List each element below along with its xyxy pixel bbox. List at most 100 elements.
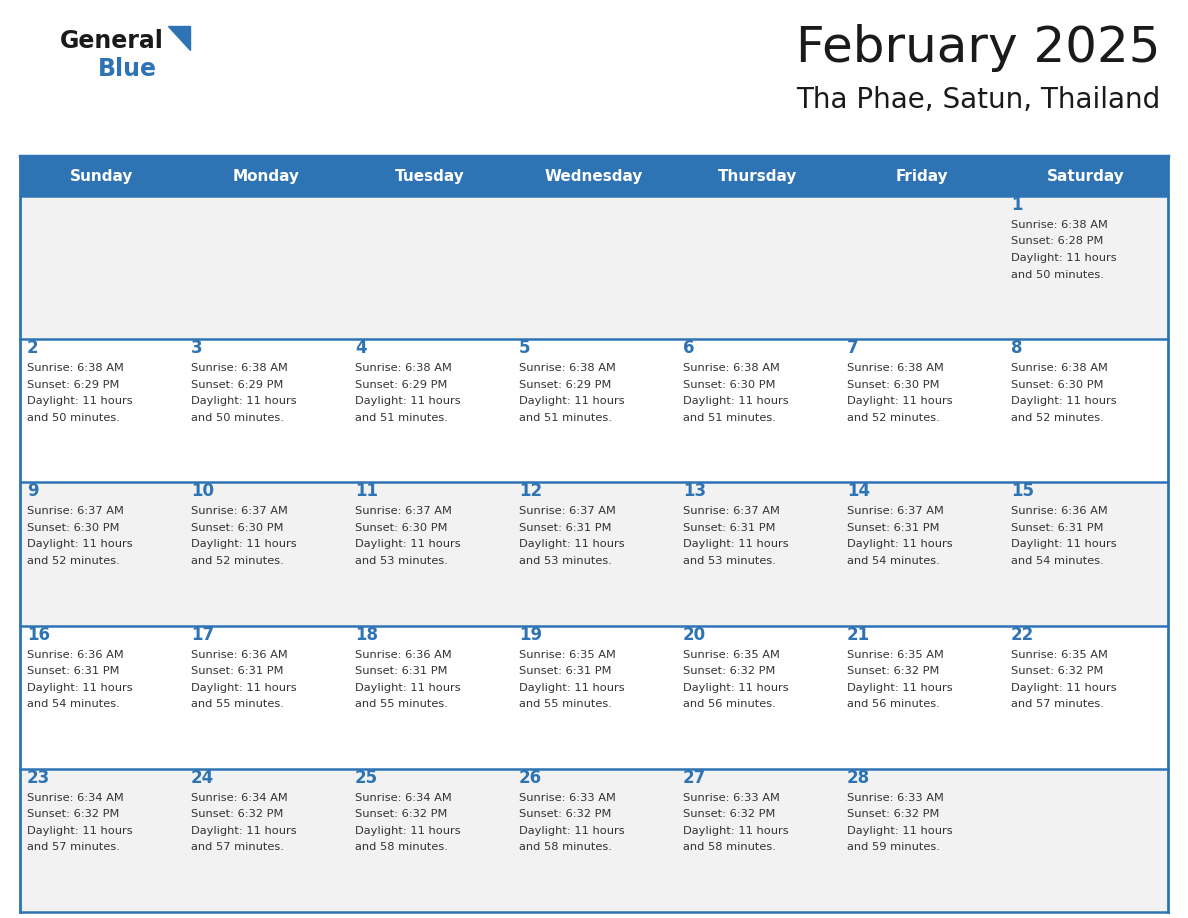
Bar bbox=[20, 339, 184, 482]
Text: 21: 21 bbox=[847, 625, 870, 644]
Text: Sunset: 6:29 PM: Sunset: 6:29 PM bbox=[519, 380, 612, 390]
Text: Daylight: 11 hours: Daylight: 11 hours bbox=[1011, 253, 1117, 263]
Text: Sunrise: 6:37 AM: Sunrise: 6:37 AM bbox=[27, 507, 124, 517]
Text: 13: 13 bbox=[683, 482, 706, 500]
Text: 28: 28 bbox=[847, 768, 870, 787]
Text: Sunrise: 6:36 AM: Sunrise: 6:36 AM bbox=[355, 650, 451, 660]
Text: Sunset: 6:31 PM: Sunset: 6:31 PM bbox=[519, 666, 612, 676]
Text: and 51 minutes.: and 51 minutes. bbox=[519, 413, 612, 422]
Text: Daylight: 11 hours: Daylight: 11 hours bbox=[27, 397, 133, 406]
Text: 1: 1 bbox=[1011, 196, 1023, 214]
Bar bbox=[184, 482, 348, 625]
Bar bbox=[676, 196, 840, 339]
Text: 6: 6 bbox=[683, 339, 695, 357]
Bar bbox=[840, 625, 1004, 768]
Bar bbox=[512, 158, 676, 196]
Bar bbox=[20, 158, 184, 196]
Text: 10: 10 bbox=[191, 482, 214, 500]
Text: Thursday: Thursday bbox=[719, 170, 797, 185]
Bar bbox=[676, 339, 840, 482]
Text: Wednesday: Wednesday bbox=[545, 170, 643, 185]
Text: and 57 minutes.: and 57 minutes. bbox=[1011, 700, 1104, 709]
Text: Saturday: Saturday bbox=[1047, 170, 1125, 185]
Text: and 52 minutes.: and 52 minutes. bbox=[27, 556, 120, 565]
Bar bbox=[676, 625, 840, 768]
Bar bbox=[184, 768, 348, 912]
Text: and 58 minutes.: and 58 minutes. bbox=[683, 843, 776, 852]
Text: and 53 minutes.: and 53 minutes. bbox=[683, 556, 776, 565]
Bar bbox=[840, 196, 1004, 339]
Text: and 52 minutes.: and 52 minutes. bbox=[191, 556, 284, 565]
Text: Daylight: 11 hours: Daylight: 11 hours bbox=[355, 683, 461, 692]
Text: Monday: Monday bbox=[233, 170, 299, 185]
Text: Daylight: 11 hours: Daylight: 11 hours bbox=[683, 826, 789, 835]
Text: Sunrise: 6:33 AM: Sunrise: 6:33 AM bbox=[683, 793, 779, 803]
Text: 26: 26 bbox=[519, 768, 542, 787]
Text: Sunset: 6:31 PM: Sunset: 6:31 PM bbox=[847, 523, 940, 533]
Text: Sunset: 6:32 PM: Sunset: 6:32 PM bbox=[519, 810, 612, 819]
Text: Sunrise: 6:33 AM: Sunrise: 6:33 AM bbox=[847, 793, 944, 803]
Text: Sunrise: 6:38 AM: Sunrise: 6:38 AM bbox=[519, 364, 615, 374]
Bar bbox=[20, 625, 184, 768]
Bar bbox=[840, 339, 1004, 482]
Text: 24: 24 bbox=[191, 768, 214, 787]
Bar bbox=[348, 196, 512, 339]
Text: Sunrise: 6:37 AM: Sunrise: 6:37 AM bbox=[191, 507, 287, 517]
Text: Daylight: 11 hours: Daylight: 11 hours bbox=[519, 540, 625, 549]
Text: Sunset: 6:32 PM: Sunset: 6:32 PM bbox=[847, 666, 940, 676]
Text: and 56 minutes.: and 56 minutes. bbox=[847, 700, 940, 709]
Text: 3: 3 bbox=[191, 339, 203, 357]
Text: Sunrise: 6:34 AM: Sunrise: 6:34 AM bbox=[355, 793, 451, 803]
Text: Sunset: 6:30 PM: Sunset: 6:30 PM bbox=[27, 523, 120, 533]
Text: Sunrise: 6:36 AM: Sunrise: 6:36 AM bbox=[191, 650, 287, 660]
Bar bbox=[512, 339, 676, 482]
Text: and 58 minutes.: and 58 minutes. bbox=[519, 843, 612, 852]
Bar bbox=[1004, 625, 1168, 768]
Text: Tha Phae, Satun, Thailand: Tha Phae, Satun, Thailand bbox=[796, 86, 1159, 114]
Text: Sunset: 6:29 PM: Sunset: 6:29 PM bbox=[191, 380, 284, 390]
Text: Sunrise: 6:37 AM: Sunrise: 6:37 AM bbox=[355, 507, 451, 517]
Text: and 50 minutes.: and 50 minutes. bbox=[27, 413, 120, 422]
Text: and 57 minutes.: and 57 minutes. bbox=[191, 843, 284, 852]
Text: Sunrise: 6:38 AM: Sunrise: 6:38 AM bbox=[1011, 220, 1108, 230]
Bar bbox=[348, 482, 512, 625]
Bar bbox=[676, 768, 840, 912]
Bar bbox=[1004, 196, 1168, 339]
Text: Sunrise: 6:38 AM: Sunrise: 6:38 AM bbox=[847, 364, 944, 374]
Bar bbox=[512, 196, 676, 339]
Bar bbox=[184, 196, 348, 339]
Bar bbox=[20, 196, 184, 339]
Text: and 51 minutes.: and 51 minutes. bbox=[355, 413, 448, 422]
Text: Sunset: 6:32 PM: Sunset: 6:32 PM bbox=[683, 810, 776, 819]
Text: Sunrise: 6:36 AM: Sunrise: 6:36 AM bbox=[1011, 507, 1107, 517]
Text: Daylight: 11 hours: Daylight: 11 hours bbox=[847, 683, 953, 692]
Text: 23: 23 bbox=[27, 768, 50, 787]
Text: Sunrise: 6:38 AM: Sunrise: 6:38 AM bbox=[27, 364, 124, 374]
Text: and 50 minutes.: and 50 minutes. bbox=[1011, 270, 1104, 279]
Text: Daylight: 11 hours: Daylight: 11 hours bbox=[519, 397, 625, 406]
Text: 25: 25 bbox=[355, 768, 378, 787]
Text: 16: 16 bbox=[27, 625, 50, 644]
Bar bbox=[348, 339, 512, 482]
Text: Sunrise: 6:36 AM: Sunrise: 6:36 AM bbox=[27, 650, 124, 660]
Bar bbox=[348, 768, 512, 912]
Text: Sunset: 6:29 PM: Sunset: 6:29 PM bbox=[355, 380, 448, 390]
Text: Daylight: 11 hours: Daylight: 11 hours bbox=[191, 683, 297, 692]
Text: Daylight: 11 hours: Daylight: 11 hours bbox=[847, 826, 953, 835]
Text: and 54 minutes.: and 54 minutes. bbox=[1011, 556, 1104, 565]
Text: 4: 4 bbox=[355, 339, 367, 357]
Text: Sunset: 6:32 PM: Sunset: 6:32 PM bbox=[27, 810, 119, 819]
Text: Sunset: 6:32 PM: Sunset: 6:32 PM bbox=[847, 810, 940, 819]
Bar bbox=[184, 339, 348, 482]
Text: Sunrise: 6:35 AM: Sunrise: 6:35 AM bbox=[683, 650, 779, 660]
Text: Daylight: 11 hours: Daylight: 11 hours bbox=[683, 540, 789, 549]
Text: Sunset: 6:31 PM: Sunset: 6:31 PM bbox=[1011, 523, 1104, 533]
Text: Sunrise: 6:35 AM: Sunrise: 6:35 AM bbox=[847, 650, 944, 660]
Polygon shape bbox=[168, 26, 190, 50]
Text: Daylight: 11 hours: Daylight: 11 hours bbox=[191, 540, 297, 549]
Text: Sunset: 6:31 PM: Sunset: 6:31 PM bbox=[27, 666, 120, 676]
Text: Daylight: 11 hours: Daylight: 11 hours bbox=[27, 826, 133, 835]
Text: 8: 8 bbox=[1011, 339, 1023, 357]
Text: and 52 minutes.: and 52 minutes. bbox=[1011, 413, 1104, 422]
Text: and 59 minutes.: and 59 minutes. bbox=[847, 843, 940, 852]
